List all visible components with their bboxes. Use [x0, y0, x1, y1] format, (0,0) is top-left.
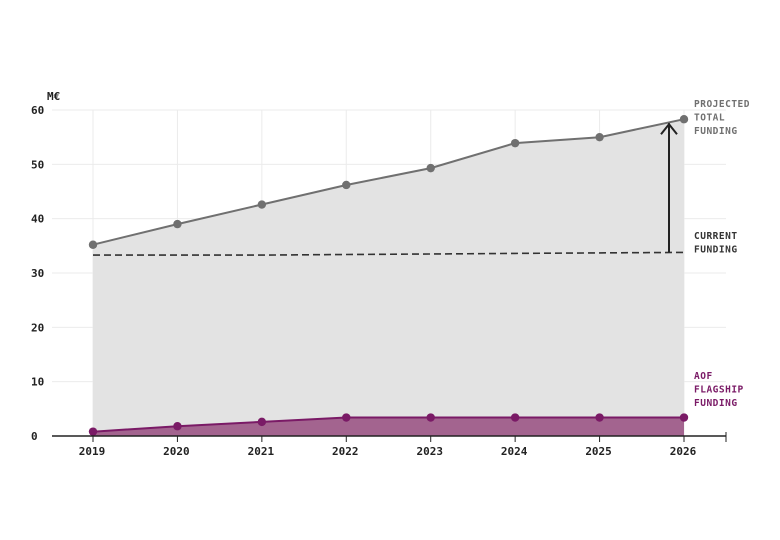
chart-labels: PROJECTED TOTAL FUNDING CURRENT FUNDING AOF FL… [694, 99, 750, 409]
projected-point [88, 240, 98, 249]
aof-line [92, 416, 684, 433]
projected-annotation-line: TOTAL [694, 113, 725, 124]
x-tick-label: 2020 [163, 445, 190, 458]
aof-annotation-line: AOF [694, 371, 713, 382]
y-tick-label: 50 [31, 158, 44, 171]
increase-arrow-head [660, 122, 678, 135]
x-tick-label: 2026 [670, 445, 697, 458]
aof-point [595, 413, 604, 422]
projected-point [173, 219, 182, 229]
projected-point [510, 138, 520, 148]
y-tick-label: 40 [31, 213, 44, 226]
aof-point [257, 417, 267, 427]
projected-point [595, 132, 604, 142]
y-tick-label: 60 [31, 104, 44, 117]
projected-annotation-line: FUNDING [694, 126, 738, 137]
y-tick-label: 20 [31, 321, 44, 334]
chart-points [88, 115, 689, 436]
aof-area [93, 417, 684, 436]
projected-area [93, 119, 684, 436]
chart-areas [93, 119, 684, 436]
aof-point [173, 422, 182, 431]
y-unit-label: M€ [47, 90, 60, 103]
aof-point [510, 413, 520, 422]
aof-point [679, 413, 689, 422]
current-annotation-line: CURRENT [694, 231, 738, 242]
aof-annotation-line: FLAGSHIP [694, 385, 744, 396]
x-tick-label: 2021 [248, 445, 275, 458]
projected-annotation-line: PROJECTED [694, 99, 750, 110]
x-tick-label: 2023 [416, 445, 443, 458]
y-tick-label: 30 [31, 267, 44, 280]
chart-lines [92, 118, 685, 433]
aof-point [88, 427, 98, 436]
projected-point [426, 163, 435, 173]
projected-point [679, 115, 689, 124]
y-tick-label: 0 [31, 430, 38, 443]
aof-annotation-line: FUNDING [694, 398, 738, 409]
aof-point [342, 413, 351, 422]
aof-point [426, 413, 435, 422]
chart-axes: 2019 2020 2021 2022 2023 2024 2025 2026 0 10 20 30 4… [31, 104, 727, 458]
x-tick-label: 2022 [332, 445, 359, 458]
projected-line [92, 118, 685, 246]
y-tick-label: 10 [31, 376, 44, 389]
x-tick-label: 2025 [585, 445, 612, 458]
current-annotation-line: FUNDING [694, 245, 738, 256]
projected-point [342, 180, 351, 190]
x-tick-label: 2019 [79, 445, 106, 458]
x-tick-label: 2024 [501, 445, 528, 458]
projected-point [257, 200, 267, 209]
